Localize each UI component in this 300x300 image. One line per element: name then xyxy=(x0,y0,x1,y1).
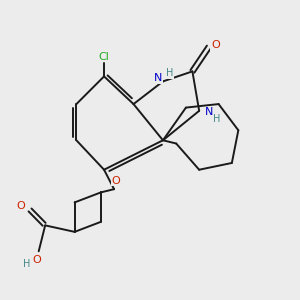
Text: H: H xyxy=(22,259,30,269)
Text: Cl: Cl xyxy=(99,52,110,62)
Text: H: H xyxy=(166,68,173,78)
Text: N: N xyxy=(154,74,163,83)
Text: N: N xyxy=(204,107,213,117)
Text: O: O xyxy=(111,176,120,186)
Text: O: O xyxy=(211,40,220,50)
Text: H: H xyxy=(213,114,220,124)
Text: O: O xyxy=(32,254,41,265)
Text: O: O xyxy=(16,201,25,211)
